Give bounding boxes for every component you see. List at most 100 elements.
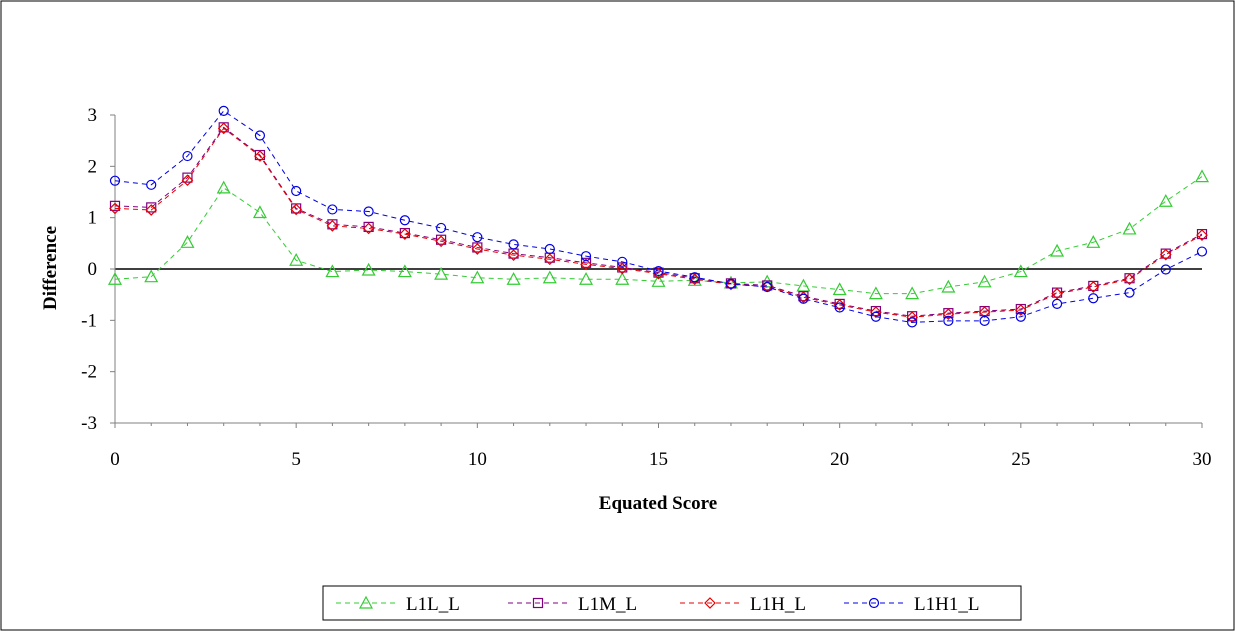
series-line-l1h1-l (114, 110, 1203, 323)
legend-label-l1m-l: L1M_L (578, 594, 637, 615)
data-point-l1h1-l (399, 215, 410, 226)
legend-marker-l1h1-l (868, 597, 880, 609)
y-tick-label: 0 (88, 259, 98, 280)
data-point-l1h1-l (146, 179, 157, 190)
data-point-l1h-l (978, 306, 991, 318)
data-point-l1h-l (326, 220, 339, 232)
legend-box (322, 585, 1022, 621)
x-tick-label: 10 (468, 449, 487, 470)
data-point-l1h1-l (109, 175, 121, 186)
series-l1h1-l (109, 105, 1208, 328)
legend-marker-l1h-l (704, 597, 716, 609)
data-point-l1m-l (182, 172, 193, 183)
legend: L1L_L L1M_L L1H_L L1H1_L (322, 585, 1022, 621)
data-point-l1l-l (144, 269, 159, 283)
data-point-l1h-l (580, 258, 592, 271)
data-point-l1h1-l (762, 281, 773, 293)
data-point-l1h1-l (1124, 287, 1135, 298)
x-tick-label: 15 (649, 449, 668, 470)
data-point-l1h1-l (798, 293, 809, 304)
data-point-l1l-l (361, 262, 376, 276)
data-point-l1h1-l (580, 251, 592, 262)
data-point-l1m-l (363, 221, 374, 233)
x-tick-label: 0 (110, 449, 120, 470)
data-point-l1h1-l (218, 105, 229, 116)
data-point-l1h-l (1123, 273, 1136, 286)
data-point-l1h1-l (870, 311, 882, 322)
series-line-l1m-l (114, 126, 1203, 317)
data-point-l1l-l (905, 286, 920, 300)
data-point-l1l-l (1086, 235, 1101, 248)
data-point-l1h-l (688, 273, 701, 286)
data-point-l1h-l (543, 253, 556, 266)
data-point-l1h-l (471, 243, 484, 255)
series-line-l1h-l (114, 127, 1203, 318)
legend-label-l1h1-l: L1H1_L (914, 594, 979, 615)
data-point-l1l-l (397, 264, 412, 278)
x-tick-label: 20 (830, 449, 849, 470)
data-point-l1h1-l (182, 150, 193, 162)
data-point-l1l-l (506, 272, 521, 285)
y-axis-title: Difference (40, 226, 61, 310)
data-point-l1l-l (107, 272, 123, 285)
data-point-l1m-l (472, 242, 483, 253)
data-point-l1h1-l (544, 243, 555, 255)
data-point-l1h1-l (979, 315, 990, 326)
data-point-l1h-l (507, 249, 520, 261)
data-point-l1h-l (1014, 304, 1027, 316)
y-tick-label: -3 (81, 413, 97, 434)
data-point-l1l-l (941, 279, 956, 293)
legend-label-l1l-l: L1L_L (406, 594, 460, 615)
data-point-l1l-l (687, 273, 702, 286)
data-point-l1h1-l (725, 278, 737, 289)
data-point-l1l-l (977, 274, 992, 288)
data-point-l1l-l (252, 205, 267, 219)
data-point-l1h-l (1051, 287, 1063, 300)
data-point-l1l-l (579, 272, 594, 285)
data-point-l1l-l (832, 282, 847, 296)
series-l1h-l (109, 122, 1208, 324)
legend-marker-l1m-l (532, 597, 544, 609)
data-point-l1l-l (615, 272, 630, 285)
data-point-l1h1-l (472, 232, 483, 243)
legend-label-l1h-l: L1H_L (750, 594, 806, 615)
y-tick-label: 2 (88, 156, 98, 177)
data-point-l1l-l (325, 264, 340, 278)
data-point-l1h-l (399, 228, 411, 240)
data-point-l1h-l (362, 222, 375, 235)
x-tick-label: 5 (291, 449, 301, 470)
data-point-l1m-l (109, 200, 121, 211)
data-point-l1h1-l (1196, 246, 1208, 257)
x-axis-title: Equated Score (599, 493, 717, 514)
data-point-l1h1-l (834, 302, 845, 313)
data-point-l1l-l (216, 180, 231, 194)
data-point-l1h1-l (1160, 264, 1171, 275)
data-point-l1h-l (616, 262, 629, 275)
data-point-l1l-l (868, 286, 883, 300)
data-point-l1h-l (1159, 248, 1172, 261)
data-point-l1h1-l (291, 185, 302, 197)
data-point-l1h-l (217, 122, 230, 135)
data-point-l1h1-l (1088, 293, 1099, 304)
x-tick-label: 30 (1193, 449, 1212, 470)
data-point-l1h-l (181, 174, 194, 187)
data-point-l1h-l (725, 278, 737, 291)
data-point-l1h-l (833, 299, 846, 311)
data-point-l1l-l (434, 266, 449, 280)
data-point-l1h-l (652, 267, 665, 280)
data-point-l1l-l (1158, 193, 1173, 207)
data-point-l1h-l (290, 203, 303, 216)
data-point-l1l-l (796, 278, 811, 292)
data-point-l1l-l (651, 274, 666, 287)
data-point-l1h1-l (653, 265, 664, 277)
data-point-l1h-l (1196, 229, 1208, 241)
data-point-l1h1-l (1015, 311, 1026, 322)
data-point-l1l-l (470, 270, 485, 284)
data-point-l1h1-l (1051, 298, 1063, 310)
y-tick-label: 3 (88, 105, 98, 126)
data-point-l1h1-l (254, 130, 266, 141)
data-point-l1l-l (1050, 243, 1065, 257)
